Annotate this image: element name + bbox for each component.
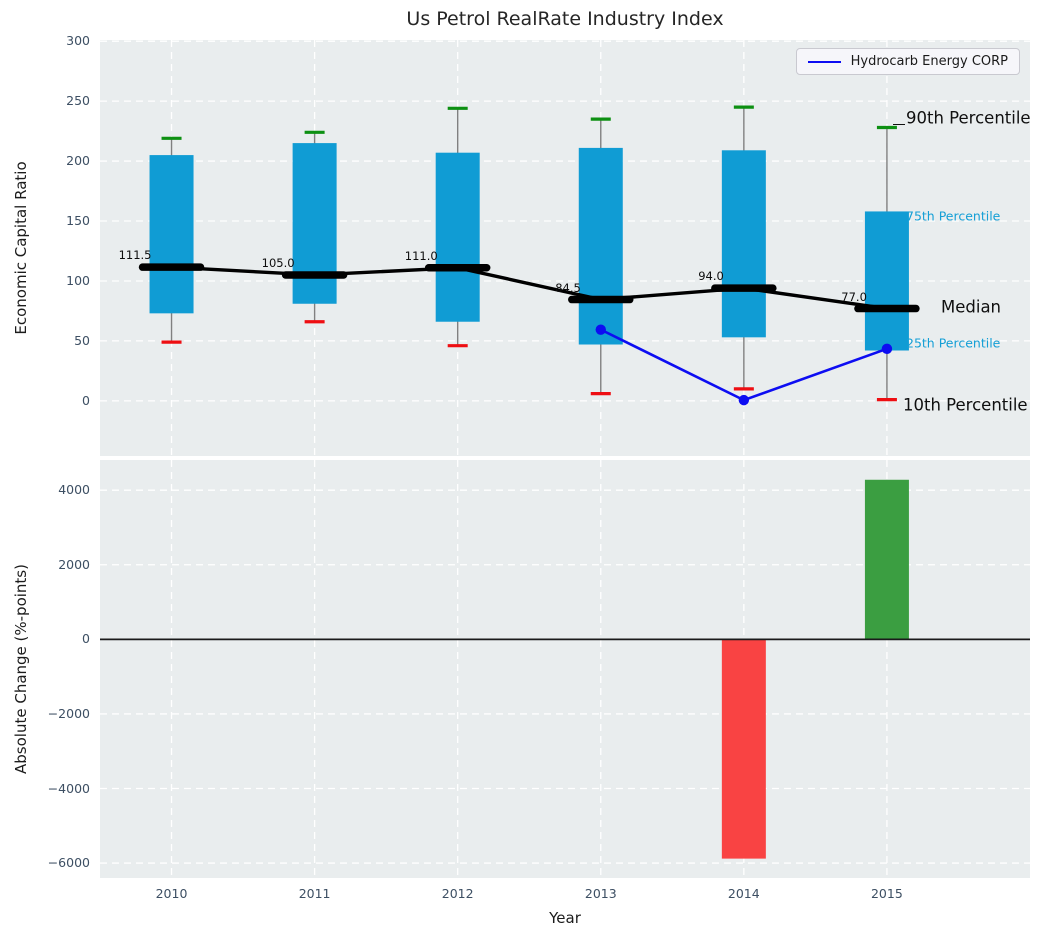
top-axes: Hydrocarb Energy CORP 90th Percentile 75… [100,40,1031,456]
y-tick-label: −6000 [47,855,90,871]
top-y-axis-label: Economic Capital Ratio [12,161,30,335]
median-value-label: 94.0 [698,269,724,284]
y-tick-label: 300 [66,33,90,49]
iqr-box-2013 [578,147,623,345]
chart-title: Us Petrol RealRate Industry Index [406,8,724,30]
median-value-label: 84.5 [555,280,581,295]
y-tick-label: 0 [82,631,90,647]
iqr-box-2012 [435,152,480,322]
change-bar-2014 [721,639,766,859]
median-value-label: 111.5 [118,248,152,263]
x-tick-label: 2012 [441,886,474,901]
x-tick-label: 2011 [298,886,331,901]
y-tick-label: 2000 [58,556,90,572]
median-value-label: 105.0 [261,256,295,270]
annotation-75th-percentile: 75th Percentile [906,208,1001,224]
x-tick-label: 2014 [727,886,760,901]
median-value-label: 111.0 [404,248,438,263]
y-tick-label: 50 [74,332,90,348]
median-trend-line [171,265,888,311]
company-line-swatch [807,60,841,63]
annotation-90th-percentile: 90th Percentile [906,108,1031,128]
iqr-box-2015 [864,211,909,351]
iqr-box-2014 [721,150,766,338]
annotation-10th-percentile: 10th Percentile [903,395,1028,415]
company-point-2015 [881,343,893,355]
percentile-chart [100,40,1030,456]
company-point-2013 [595,324,606,335]
change-bar-2015 [864,479,909,640]
iqr-box-2011 [292,143,337,304]
iqr-box-2010 [149,155,194,314]
annotation-median: Median [941,297,1002,317]
legend: Hydrocarb Energy CORP [795,48,1020,75]
y-tick-label: −4000 [47,780,90,796]
x-axis-label: Year [549,909,581,927]
y-tick-label: 150 [66,213,90,228]
annotation-25th-percentile: 25th Percentile [906,335,1001,351]
p90-leader-line [893,124,905,125]
median-value-label: 77.0 [841,289,867,304]
legend-label: Hydrocarb Energy CORP [850,54,1008,69]
y-tick-label: 0 [82,392,90,408]
y-tick-label: 250 [66,93,90,109]
y-tick-label: 4000 [58,482,90,498]
company-point-2014 [738,394,750,406]
x-tick-label: 2015 [870,886,903,901]
x-tick-label: 2010 [155,886,188,901]
x-tick-label: 2013 [584,886,617,901]
change-bar-chart [100,460,1030,878]
bottom-axes [100,460,1030,878]
y-tick-label: 100 [66,273,90,288]
y-tick-label: −2000 [47,705,90,721]
y-tick-label: 200 [66,153,90,169]
bottom-y-axis-label: Absolute Change (%-points) [12,564,30,774]
